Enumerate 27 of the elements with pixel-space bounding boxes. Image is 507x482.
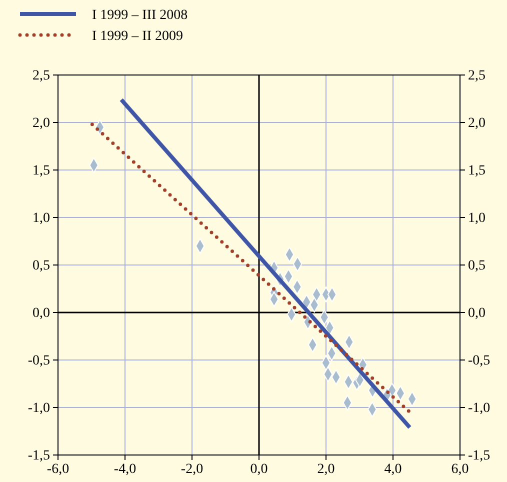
y-tick-label: 1,0 [32, 210, 50, 226]
y2-tick-label: 1,0 [468, 210, 486, 226]
y2-tick-label: 2,5 [468, 68, 486, 84]
y2-tick-label: 1,5 [468, 163, 486, 178]
y-tick-label: -1,0 [28, 400, 50, 416]
x-tick-label: -6,0 [46, 462, 70, 477]
y-tick-label: 1,5 [32, 163, 50, 178]
y2-tick-label: 2,0 [468, 116, 486, 131]
x-tick-label: -4,0 [114, 462, 136, 477]
y-tick-label: 0,5 [32, 258, 50, 274]
y-tick-label: -1,5 [28, 448, 50, 464]
y2-tick-label: 0,5 [468, 258, 486, 274]
x-tick-label: 0,0 [250, 462, 268, 477]
y2-tick-label: 0,0 [468, 306, 486, 321]
legend-label: I 1999 – II 2009 [92, 29, 183, 44]
legend-label: I 1999 – III 2008 [92, 8, 188, 23]
y-tick-label: -0,5 [28, 353, 50, 368]
x-tick-label: 6,0 [451, 462, 469, 477]
x-tick-label: 2,0 [317, 462, 335, 477]
x-tick-label: -2,0 [180, 462, 204, 477]
y-tick-label: 0,0 [32, 306, 50, 321]
x-tick-label: 4,0 [384, 462, 402, 477]
y2-tick-label: -1,5 [468, 448, 490, 464]
y2-tick-label: -0,5 [468, 353, 490, 368]
y-tick-label: 2,5 [32, 68, 50, 84]
y-tick-label: 2,0 [32, 116, 50, 131]
y2-tick-label: -1,0 [468, 400, 490, 416]
